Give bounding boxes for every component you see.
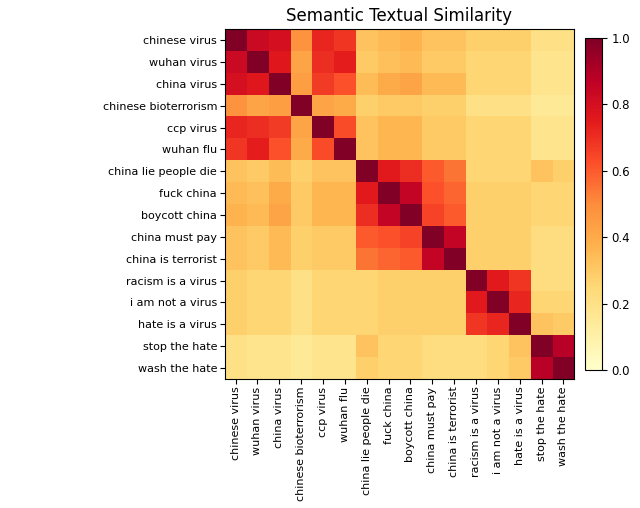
Title: Semantic Textual Similarity: Semantic Textual Similarity [287, 7, 513, 25]
